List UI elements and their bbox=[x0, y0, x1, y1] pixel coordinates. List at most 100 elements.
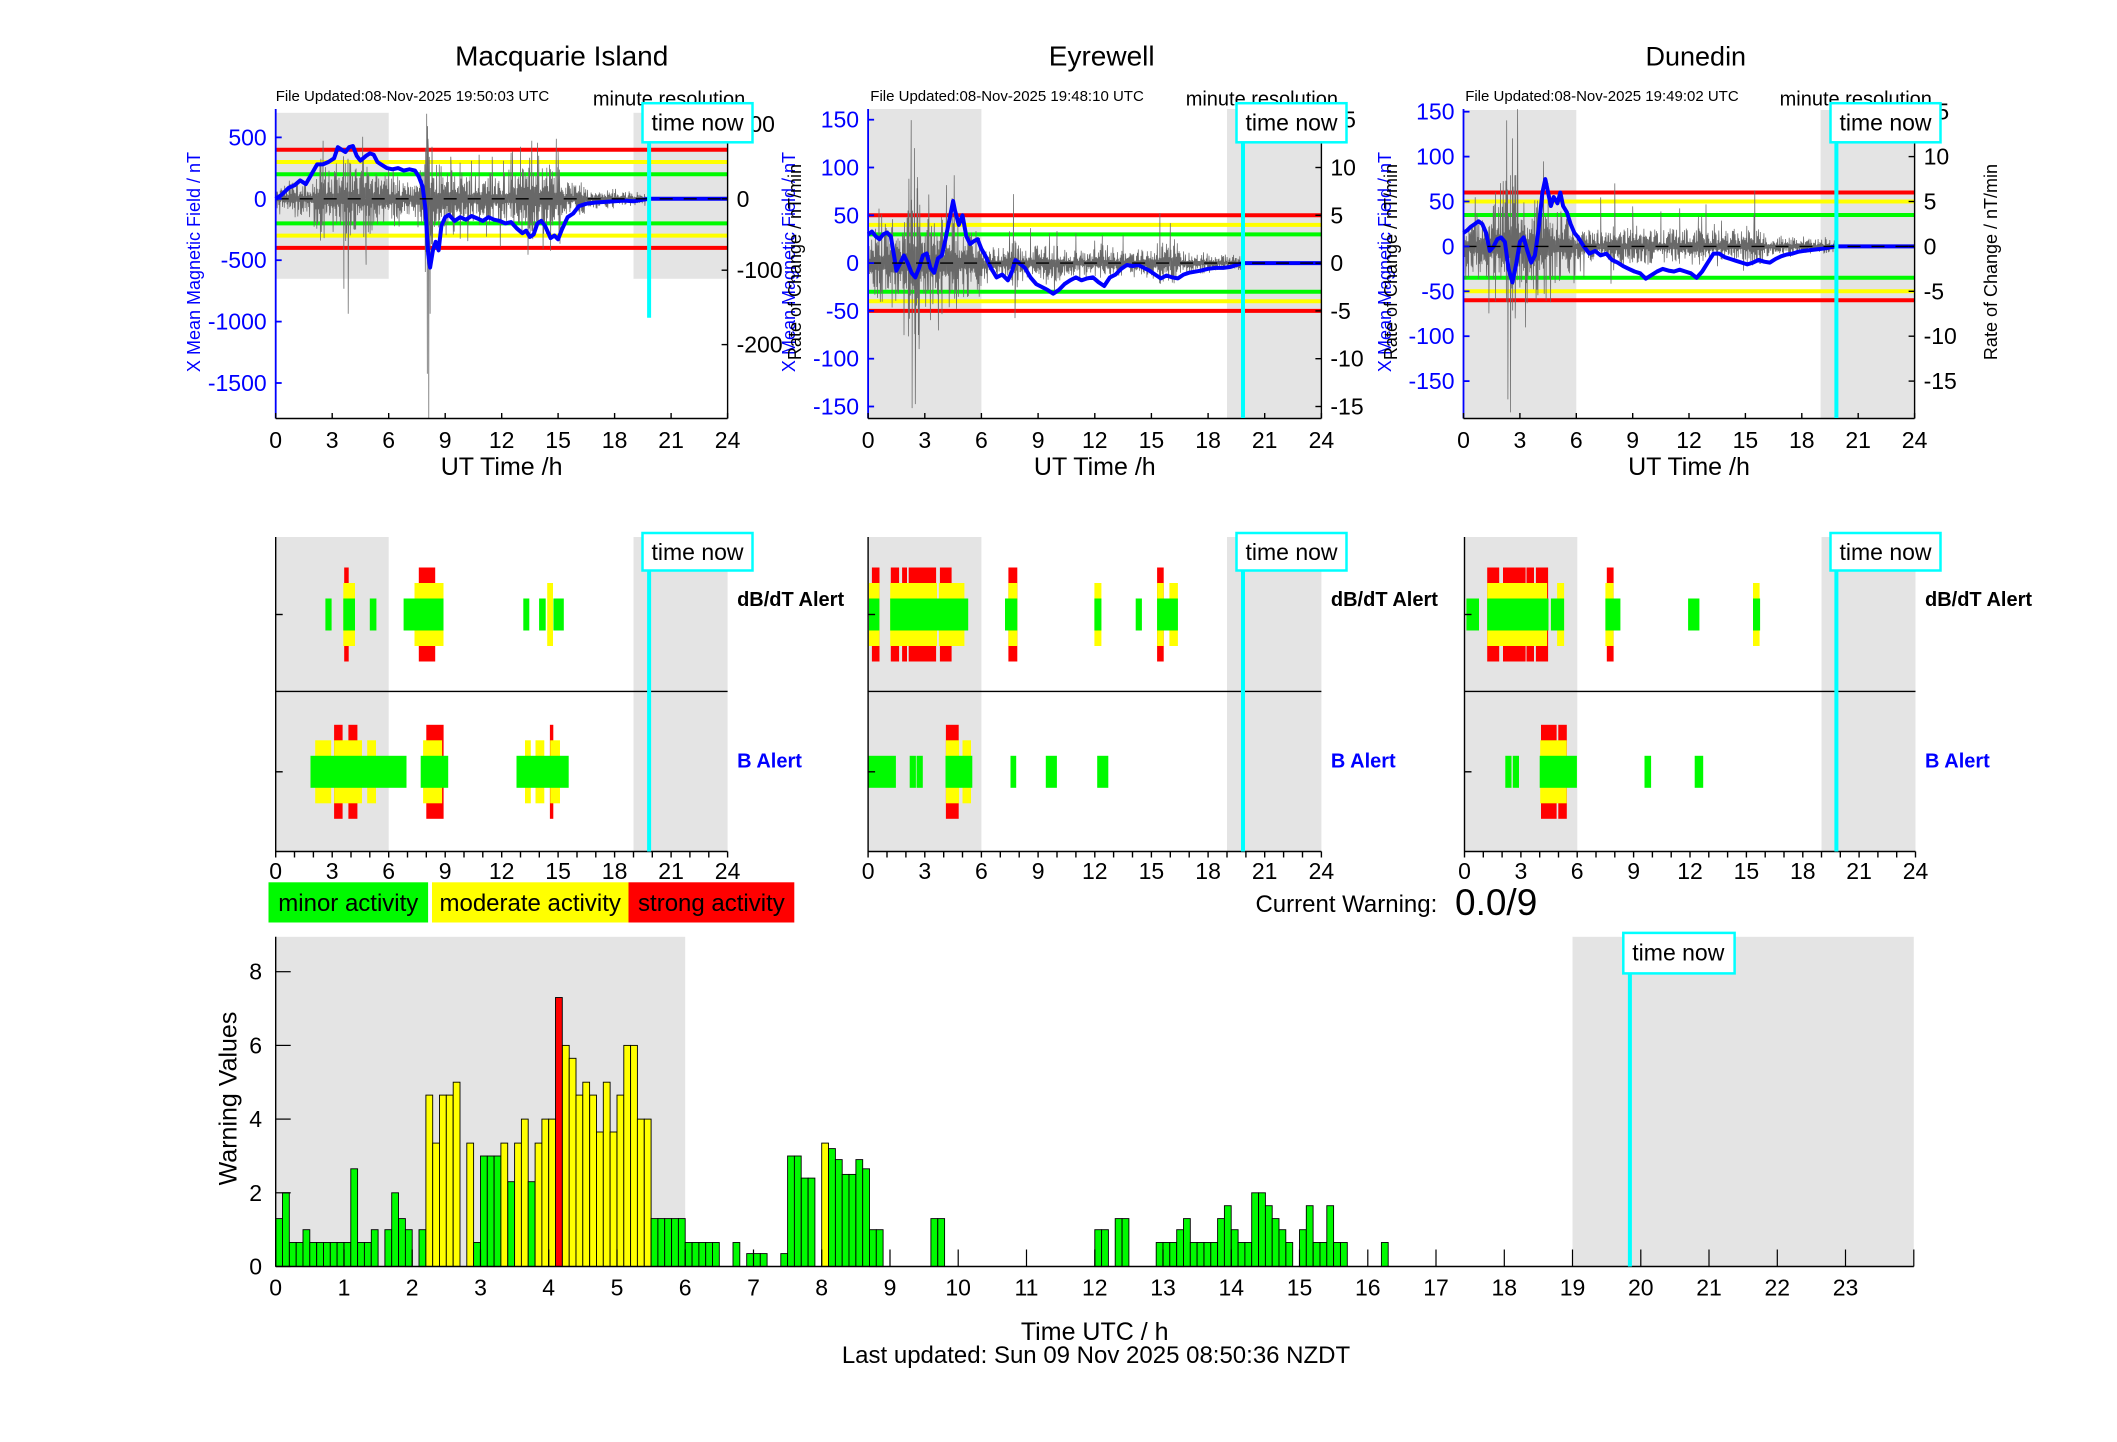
svg-text:time now: time now bbox=[652, 539, 744, 565]
svg-text:minor activity: minor activity bbox=[278, 890, 418, 917]
svg-text:10: 10 bbox=[1924, 144, 1950, 170]
svg-text:-10: -10 bbox=[1330, 346, 1363, 372]
svg-text:B Alert: B Alert bbox=[737, 751, 802, 773]
svg-text:time now: time now bbox=[1840, 539, 1932, 565]
svg-text:Warning Values: Warning Values bbox=[215, 1012, 243, 1186]
svg-text:11: 11 bbox=[1015, 1275, 1039, 1301]
svg-text:10: 10 bbox=[945, 1275, 971, 1301]
svg-text:12: 12 bbox=[1082, 1275, 1108, 1301]
svg-text:12: 12 bbox=[1082, 858, 1108, 884]
svg-text:X Mean Magnetic Field / nT: X Mean Magnetic Field / nT bbox=[779, 152, 799, 372]
svg-text:-100: -100 bbox=[813, 346, 859, 372]
svg-text:15: 15 bbox=[1287, 1275, 1313, 1301]
svg-text:9: 9 bbox=[439, 427, 452, 453]
svg-text:6: 6 bbox=[975, 427, 988, 453]
svg-text:19: 19 bbox=[1560, 1275, 1586, 1301]
svg-text:-150: -150 bbox=[1408, 368, 1454, 394]
svg-text:24: 24 bbox=[715, 427, 741, 453]
svg-text:-100: -100 bbox=[1408, 323, 1454, 349]
svg-text:18: 18 bbox=[602, 858, 628, 884]
svg-text:Last updated: Sun 09 Nov 2025: Last updated: Sun 09 Nov 2025 08:50:36 N… bbox=[842, 1342, 1351, 1369]
svg-text:X Mean Magnetic Field / nT: X Mean Magnetic Field / nT bbox=[184, 152, 204, 372]
svg-text:22: 22 bbox=[1765, 1275, 1791, 1301]
svg-text:21: 21 bbox=[1846, 858, 1872, 884]
svg-text:12: 12 bbox=[1082, 427, 1108, 453]
svg-text:2: 2 bbox=[406, 1275, 419, 1301]
svg-text:5: 5 bbox=[1924, 189, 1937, 215]
svg-text:time now: time now bbox=[1246, 110, 1338, 136]
svg-text:-50: -50 bbox=[826, 298, 859, 324]
svg-text:B Alert: B Alert bbox=[1331, 751, 1396, 773]
svg-text:strong activity: strong activity bbox=[638, 890, 785, 917]
svg-text:23: 23 bbox=[1833, 1275, 1859, 1301]
svg-text:B Alert: B Alert bbox=[1925, 751, 1990, 773]
svg-text:3: 3 bbox=[918, 427, 931, 453]
svg-text:-1000: -1000 bbox=[208, 309, 267, 335]
svg-text:time now: time now bbox=[1840, 110, 1932, 136]
svg-text:21: 21 bbox=[1252, 427, 1278, 453]
svg-text:moderate activity: moderate activity bbox=[439, 890, 620, 917]
svg-text:-200: -200 bbox=[737, 332, 783, 358]
svg-text:-15: -15 bbox=[1330, 394, 1363, 420]
svg-text:15: 15 bbox=[545, 858, 571, 884]
svg-text:5: 5 bbox=[611, 1275, 624, 1301]
svg-text:0: 0 bbox=[269, 858, 282, 884]
svg-text:9: 9 bbox=[1627, 858, 1640, 884]
svg-text:0: 0 bbox=[862, 858, 875, 884]
svg-text:7: 7 bbox=[747, 1275, 760, 1301]
svg-text:21: 21 bbox=[1252, 858, 1278, 884]
svg-text:4: 4 bbox=[542, 1275, 555, 1301]
svg-text:time now: time now bbox=[1632, 939, 1724, 965]
svg-text:Dunedin: Dunedin bbox=[1646, 42, 1747, 72]
svg-text:0: 0 bbox=[1330, 250, 1343, 276]
svg-text:0.0/9: 0.0/9 bbox=[1455, 882, 1537, 923]
svg-text:3: 3 bbox=[918, 858, 931, 884]
svg-text:Current Warning:: Current Warning: bbox=[1255, 891, 1437, 918]
svg-text:17: 17 bbox=[1423, 1275, 1449, 1301]
svg-text:24: 24 bbox=[1309, 858, 1335, 884]
svg-text:0: 0 bbox=[737, 186, 750, 212]
svg-text:6: 6 bbox=[1571, 858, 1584, 884]
svg-text:Rate of Change / nT/min: Rate of Change / nT/min bbox=[1381, 164, 1401, 360]
svg-text:-15: -15 bbox=[1924, 368, 1957, 394]
svg-text:3: 3 bbox=[326, 858, 339, 884]
svg-text:-5: -5 bbox=[1924, 278, 1944, 304]
svg-text:File Updated:08-Nov-2025 19:50: File Updated:08-Nov-2025 19:50:03 UTC bbox=[276, 88, 550, 105]
svg-text:3: 3 bbox=[326, 427, 339, 453]
svg-text:0: 0 bbox=[269, 1275, 282, 1301]
svg-text:0: 0 bbox=[1458, 858, 1471, 884]
svg-text:21: 21 bbox=[1696, 1275, 1722, 1301]
svg-text:13: 13 bbox=[1150, 1275, 1176, 1301]
svg-text:3: 3 bbox=[1515, 858, 1528, 884]
svg-text:18: 18 bbox=[1195, 858, 1221, 884]
svg-text:0: 0 bbox=[254, 186, 267, 212]
svg-text:100: 100 bbox=[1416, 144, 1454, 170]
svg-text:dB/dT Alert: dB/dT Alert bbox=[737, 589, 844, 611]
svg-text:12: 12 bbox=[1676, 427, 1702, 453]
svg-text:24: 24 bbox=[1903, 858, 1929, 884]
svg-text:15: 15 bbox=[1139, 858, 1165, 884]
svg-text:15: 15 bbox=[1734, 858, 1760, 884]
svg-text:3: 3 bbox=[474, 1275, 487, 1301]
svg-text:16: 16 bbox=[1355, 1275, 1381, 1301]
svg-text:12: 12 bbox=[489, 858, 515, 884]
svg-text:Rate of Change / nT/min: Rate of Change / nT/min bbox=[1981, 164, 2001, 360]
svg-text:-10: -10 bbox=[1924, 323, 1957, 349]
svg-text:0: 0 bbox=[846, 250, 859, 276]
svg-text:500: 500 bbox=[228, 124, 266, 150]
svg-text:3: 3 bbox=[1514, 427, 1527, 453]
svg-text:21: 21 bbox=[658, 427, 684, 453]
svg-text:21: 21 bbox=[658, 858, 684, 884]
svg-text:0: 0 bbox=[1442, 233, 1455, 259]
svg-text:-5: -5 bbox=[1330, 298, 1350, 324]
svg-text:24: 24 bbox=[1309, 427, 1335, 453]
svg-text:-500: -500 bbox=[221, 247, 267, 273]
svg-text:14: 14 bbox=[1219, 1275, 1245, 1301]
svg-text:100: 100 bbox=[821, 155, 859, 181]
svg-text:15: 15 bbox=[1733, 427, 1759, 453]
svg-text:6: 6 bbox=[679, 1275, 692, 1301]
svg-text:time now: time now bbox=[652, 110, 744, 136]
svg-text:0: 0 bbox=[862, 427, 875, 453]
svg-text:18: 18 bbox=[1492, 1275, 1518, 1301]
svg-text:0: 0 bbox=[269, 427, 282, 453]
